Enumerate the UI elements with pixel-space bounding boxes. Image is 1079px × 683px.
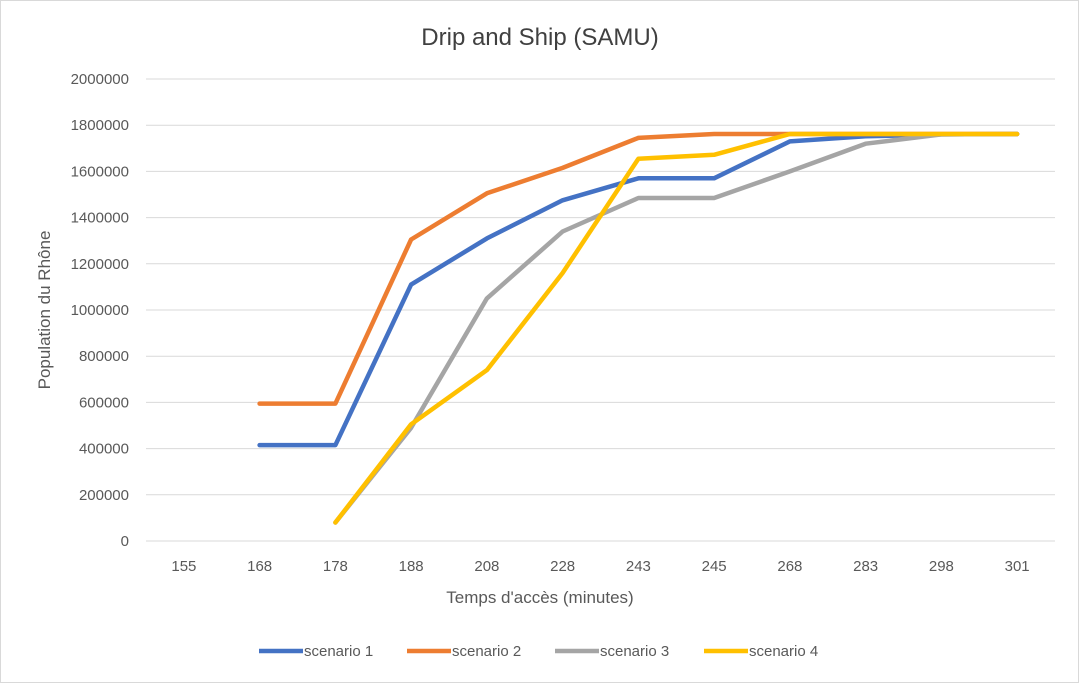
y-axis-ticks: 0 200000 400000 600000 800000 1000000 1200000 1… [71,71,129,550]
y-tick-label: 1400000 [71,210,129,227]
x-tick-label: 298 [929,558,954,575]
y-axis-label: Population du Rhône [35,231,54,390]
y-tick-label: 400000 [79,441,129,458]
legend-label: scenario 1 [304,643,373,660]
x-tick-label: 178 [323,558,348,575]
y-tick-label: 800000 [79,348,129,365]
x-tick-label: 168 [247,558,272,575]
gridlines [146,78,1055,542]
x-axis-label: Temps d'accès (minutes) [446,588,633,607]
x-tick-label: 301 [1005,558,1030,575]
x-axis-ticks: 155 168 178 188 208 228 243 245 268 283 298 301 [171,558,1029,575]
series-lines [257,131,1020,525]
x-tick-label: 283 [853,558,878,575]
x-tick-label: 155 [171,558,196,575]
legend: scenario 1 scenario 2 scenario 3 scenario 4 [259,643,818,660]
x-tick-label: 188 [399,558,424,575]
y-tick-label: 600000 [79,394,129,411]
y-tick-label: 1200000 [71,256,129,273]
legend-label: scenario 2 [452,643,521,660]
series-line-scenario-4 [333,131,1020,525]
chart-title: Drip and Ship (SAMU) [421,24,658,51]
y-tick-label: 200000 [79,487,129,504]
legend-label: scenario 3 [600,643,669,660]
x-tick-label: 208 [474,558,499,575]
x-tick-label: 228 [550,558,575,575]
series-line-scenario-1 [257,131,1020,448]
y-tick-label: 1600000 [71,163,129,180]
y-tick-label: 2000000 [71,71,129,88]
series-line-scenario-3 [333,131,1020,525]
x-tick-label: 243 [626,558,651,575]
x-tick-label: 245 [702,558,727,575]
y-tick-label: 0 [121,533,129,550]
y-tick-label: 1800000 [71,117,129,134]
x-tick-label: 268 [777,558,802,575]
y-tick-label: 1000000 [71,302,129,319]
legend-label: scenario 4 [749,643,818,660]
